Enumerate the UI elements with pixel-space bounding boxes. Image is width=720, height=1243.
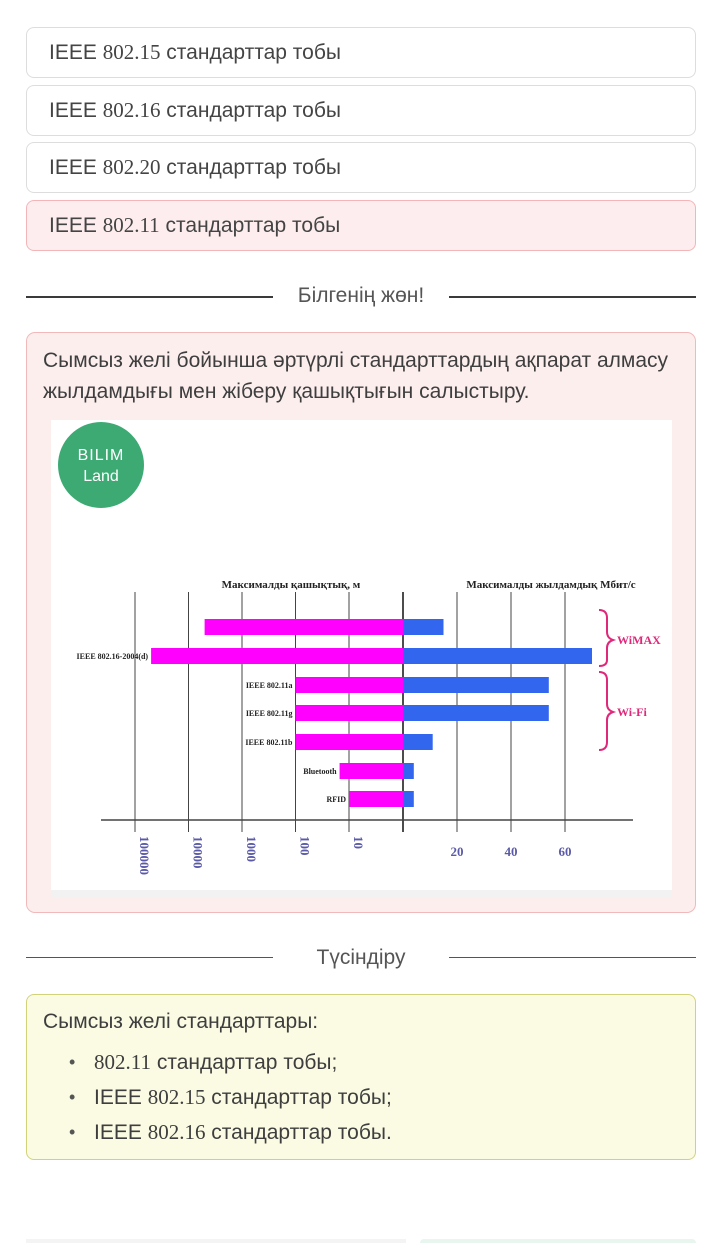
tick-label: 10000 [191,836,206,869]
logo-text-land: Land [83,468,119,485]
bottom-button-edge-right[interactable] [420,1239,696,1243]
fact-text: Сымсыз желі бойынша әртүрлі стандарттард… [43,349,669,403]
item-suffix: стандарттар тобы; [205,1086,392,1109]
option-number: 802.15 [102,40,161,64]
wifi-bracket [598,671,617,751]
left-axis-title: Максималды қашықтық, м [222,579,361,591]
divider-line-left [26,296,273,298]
comparison-figure-svg: BILIM Land Максималды қашықтық, м Максим… [51,422,672,897]
tick-label: 1000 [244,836,259,862]
row-label: IEEE 802.11b [245,738,293,747]
bullet-icon: • [69,1087,76,1107]
fact-divider: Білгенің жөн! [26,281,696,311]
item-prefix: IEEE [94,1121,148,1144]
range-bar [204,619,403,635]
row-label: IEEE 802.11a [246,681,293,690]
answer-option-2[interactable]: IEEE 802.16 стандарттар тобы [26,85,696,136]
speed-bar [403,648,592,664]
wifi-label: Wi-Fi [617,705,647,719]
tick-label: 100 [298,836,313,856]
option-prefix: IEEE [49,214,103,237]
item-prefix: IEEE [94,1086,148,1109]
speed-bar [403,791,414,807]
range-bar [349,791,403,807]
wimax-label: WiMAX [617,633,661,647]
bullet-icon: • [69,1122,76,1142]
tick-label: 10 [351,836,366,849]
option-number: 802.11 [102,213,160,237]
item-suffix: стандарттар тобы. [205,1121,392,1144]
explanation-title: Сымсыз желі стандарттары: [43,1010,319,1033]
row-label: Bluetooth [303,767,337,776]
option-suffix: стандарттар тобы [159,214,341,237]
answer-option-4-wrong[interactable]: IEEE 802.11 стандарттар тобы [26,200,696,251]
speed-bar [403,705,549,721]
explain-divider-label: Түсіндіру [316,946,406,969]
range-bar [295,705,403,721]
tick-label: 20 [451,844,464,859]
range-bar [295,677,403,693]
fact-box: Сымсыз желі бойынша әртүрлі стандарттард… [26,332,696,913]
row-label: IEEE 802.16-2004(d) [77,652,149,661]
option-suffix: стандарттар тобы [160,156,341,179]
range-bar [151,648,403,664]
bilim-land-logo [58,422,144,508]
row-label: IEEE 802.11g [246,709,293,718]
speed-bar [403,619,444,635]
fact-divider-label: Білгенің жөн! [297,284,425,307]
speed-bar [403,763,414,779]
explain-divider: Түсіндіру [26,943,696,973]
item-number: 802.11 [94,1050,151,1074]
bottom-button-edge-left [26,1239,406,1243]
list-item: • IEEE 802.15 стандарттар тобы; [67,1080,392,1115]
list-item: • IEEE 802.16 стандарттар тобы. [67,1115,392,1150]
divider-line-right [449,957,696,958]
option-prefix: IEEE [49,156,103,179]
option-number: 802.16 [102,98,161,122]
speed-bar [403,734,433,750]
question-text-cut: — — — — — — — — — — — — — — [0,0,720,6]
divider-line-right [449,296,696,298]
tick-label: 100000 [137,836,152,875]
option-prefix: IEEE [49,99,103,122]
option-suffix: стандарттар тобы [160,99,341,122]
speed-bar [403,677,549,693]
figure-bottom-shade [51,890,672,897]
list-item: • 802.11 стандарттар тобы; [67,1045,392,1080]
item-number: 802.15 [147,1085,206,1109]
answer-option-1[interactable]: IEEE 802.15 стандарттар тобы [26,27,696,78]
logo-text-bilim: BILIM [78,447,125,464]
divider-line-left [26,957,273,958]
option-number: 802.20 [102,155,161,179]
row-label: RFID [326,795,346,804]
option-prefix: IEEE [49,41,103,64]
range-bar [339,763,403,779]
comparison-figure: BILIM Land Максималды қашықтық, м Максим… [51,420,672,897]
item-number: 802.16 [147,1120,206,1144]
explanation-box: Сымсыз желі стандарттары: • 802.11 станда… [26,994,696,1160]
explanation-list: • 802.11 стандарттар тобы; • IEEE 802.15 с… [67,1045,392,1150]
option-suffix: стандарттар тобы [160,41,341,64]
right-axis-title: Максималды жылдамдық Мбит/с [466,579,635,591]
tick-label: 40 [505,844,518,859]
bullet-icon: • [69,1052,76,1072]
item-suffix: стандарттар тобы; [150,1051,338,1074]
tick-label: 60 [559,844,572,859]
answer-option-3[interactable]: IEEE 802.20 стандарттар тобы [26,142,696,193]
wimax-bracket [598,609,617,667]
range-bar [295,734,403,750]
